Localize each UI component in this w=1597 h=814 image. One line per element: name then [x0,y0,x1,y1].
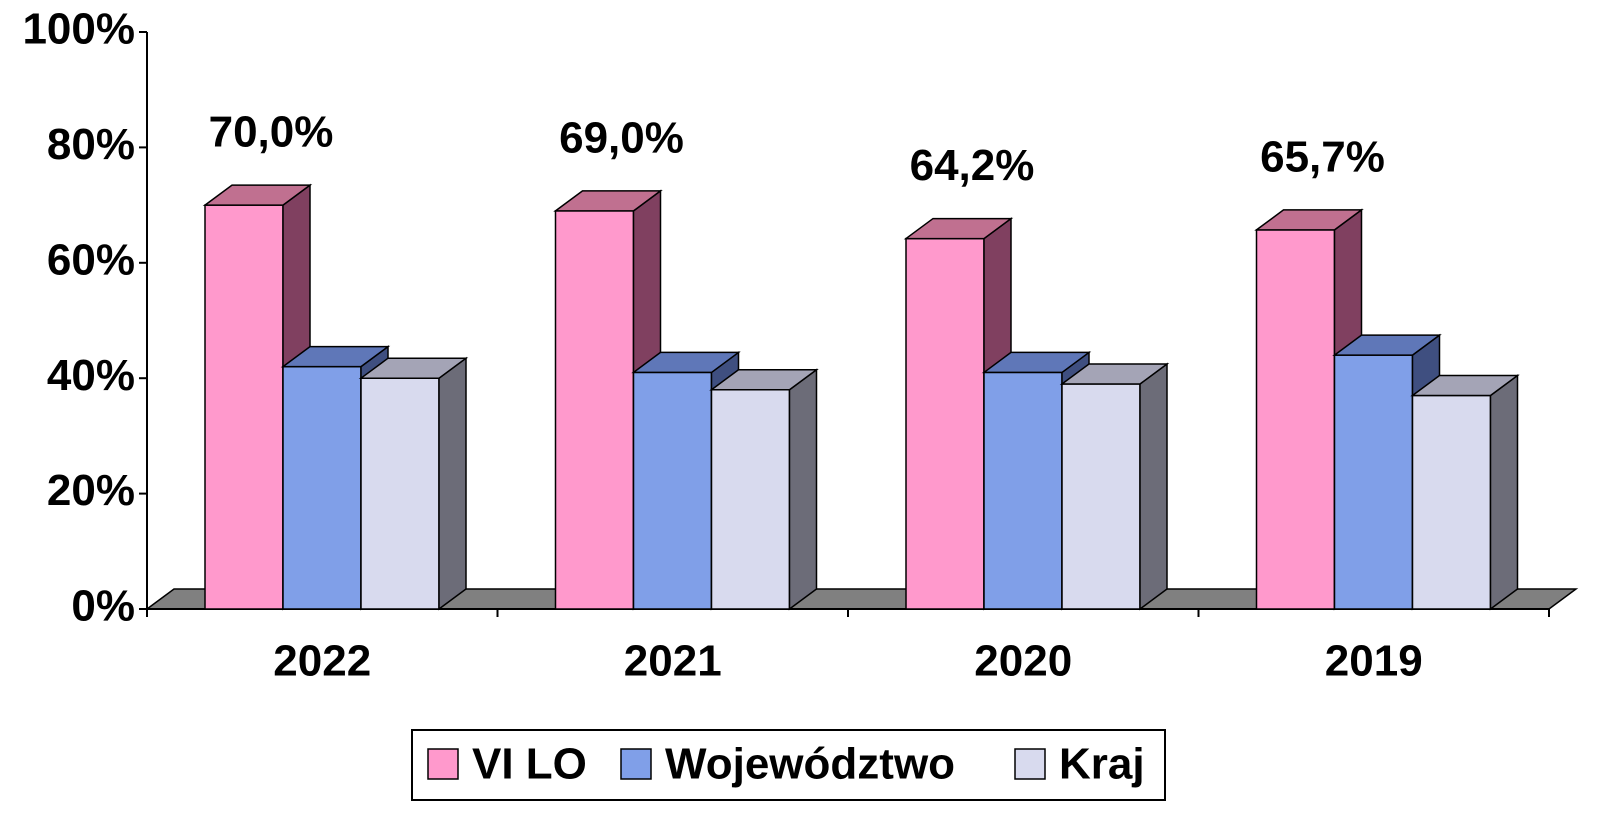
bar-top [1332,334,1442,356]
value-label: 69,0% [559,113,684,162]
bar [554,210,635,610]
bar-top [1254,209,1364,231]
bar [204,204,284,610]
value-label: 70,0% [209,108,334,157]
bar-side [438,356,467,611]
bar-top [709,368,819,391]
legend-label: Województwo [665,740,955,789]
x-tick-label: 2021 [624,637,722,686]
legend-label: VI LO [472,740,587,789]
bar [360,377,440,610]
value-label: 65,7% [1260,133,1385,182]
y-tick-label: 60% [47,235,135,284]
bar-side [1139,362,1168,611]
x-tick-label: 2020 [974,637,1072,686]
y-tick-label: 80% [47,120,135,169]
bar-top [280,345,391,368]
bar-side [1489,374,1519,611]
legend-swatch [427,748,459,780]
legend-swatch [1014,748,1046,780]
bar-top [358,357,469,379]
bar-top [903,217,1014,240]
y-tick-label: 0% [71,582,135,631]
legend-swatch [620,748,652,780]
bar [905,237,985,610]
x-tick-label: 2022 [273,637,371,686]
bar [1333,354,1414,610]
bar [983,371,1063,610]
legend-label: Kraj [1059,740,1145,789]
bar [282,365,362,610]
bar [1255,229,1336,610]
y-tick-label: 40% [47,351,135,400]
bar-top [202,184,313,206]
bar-top [981,351,1092,374]
bar [710,388,791,610]
bar-top [1410,374,1520,397]
bar [1061,383,1141,610]
y-tick-label: 100% [22,5,135,54]
bar-side [788,368,818,611]
bar [632,371,713,610]
x-tick-label: 2019 [1325,637,1423,686]
bar-top [631,351,741,374]
value-label: 64,2% [910,141,1035,190]
y-tick-label: 20% [47,466,135,515]
bar [1411,394,1492,610]
bar-top [553,190,663,212]
bar-top [1059,363,1170,385]
